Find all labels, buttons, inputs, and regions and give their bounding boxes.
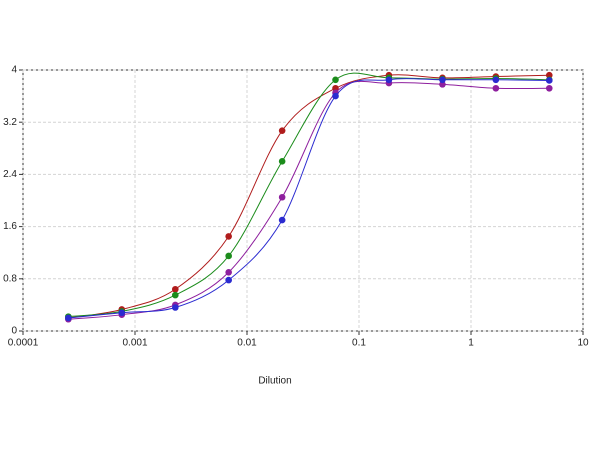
data-point xyxy=(278,193,286,201)
data-point xyxy=(172,285,179,293)
data-point xyxy=(278,158,286,165)
plot-area xyxy=(22,69,584,332)
y-tick-label: 0 xyxy=(11,326,17,337)
data-point xyxy=(225,268,232,276)
data-point xyxy=(492,76,500,84)
x-tick-label: 0.001 xyxy=(122,338,147,349)
y-tick-label: 4 xyxy=(11,65,17,76)
data-point xyxy=(545,84,553,92)
data-point xyxy=(439,81,446,88)
data-point xyxy=(545,77,553,84)
data-point xyxy=(278,127,286,134)
data-point xyxy=(225,252,232,260)
data-point xyxy=(492,84,500,92)
data-point xyxy=(439,76,446,84)
x-axis-label: Dilution xyxy=(258,376,291,387)
data-point xyxy=(172,304,179,311)
data-point xyxy=(385,76,393,84)
x-tick-label: 0.1 xyxy=(352,338,366,349)
fit-curve xyxy=(68,74,550,319)
fit-curve xyxy=(68,72,550,318)
y-tick-label: 1.6 xyxy=(3,221,17,232)
data-point xyxy=(65,314,72,322)
y-tick-label: 3.2 xyxy=(3,117,17,128)
x-tick-label: 0.01 xyxy=(237,338,257,349)
data-point xyxy=(172,291,179,299)
data-point xyxy=(545,71,553,79)
data-point xyxy=(225,276,232,284)
data-point xyxy=(225,233,232,240)
data-point xyxy=(332,76,339,84)
x-tick-label: 10 xyxy=(577,338,589,349)
x-tick-label: 1 xyxy=(468,338,474,349)
x-tick-label: 0.0001 xyxy=(8,338,39,349)
fit-curve xyxy=(68,78,550,319)
y-tick-label: 0.8 xyxy=(3,273,17,284)
data-point xyxy=(332,84,339,92)
data-point xyxy=(118,309,126,317)
y-tick-label: 2.4 xyxy=(3,169,17,180)
data-point xyxy=(332,92,339,100)
data-point xyxy=(278,216,286,224)
